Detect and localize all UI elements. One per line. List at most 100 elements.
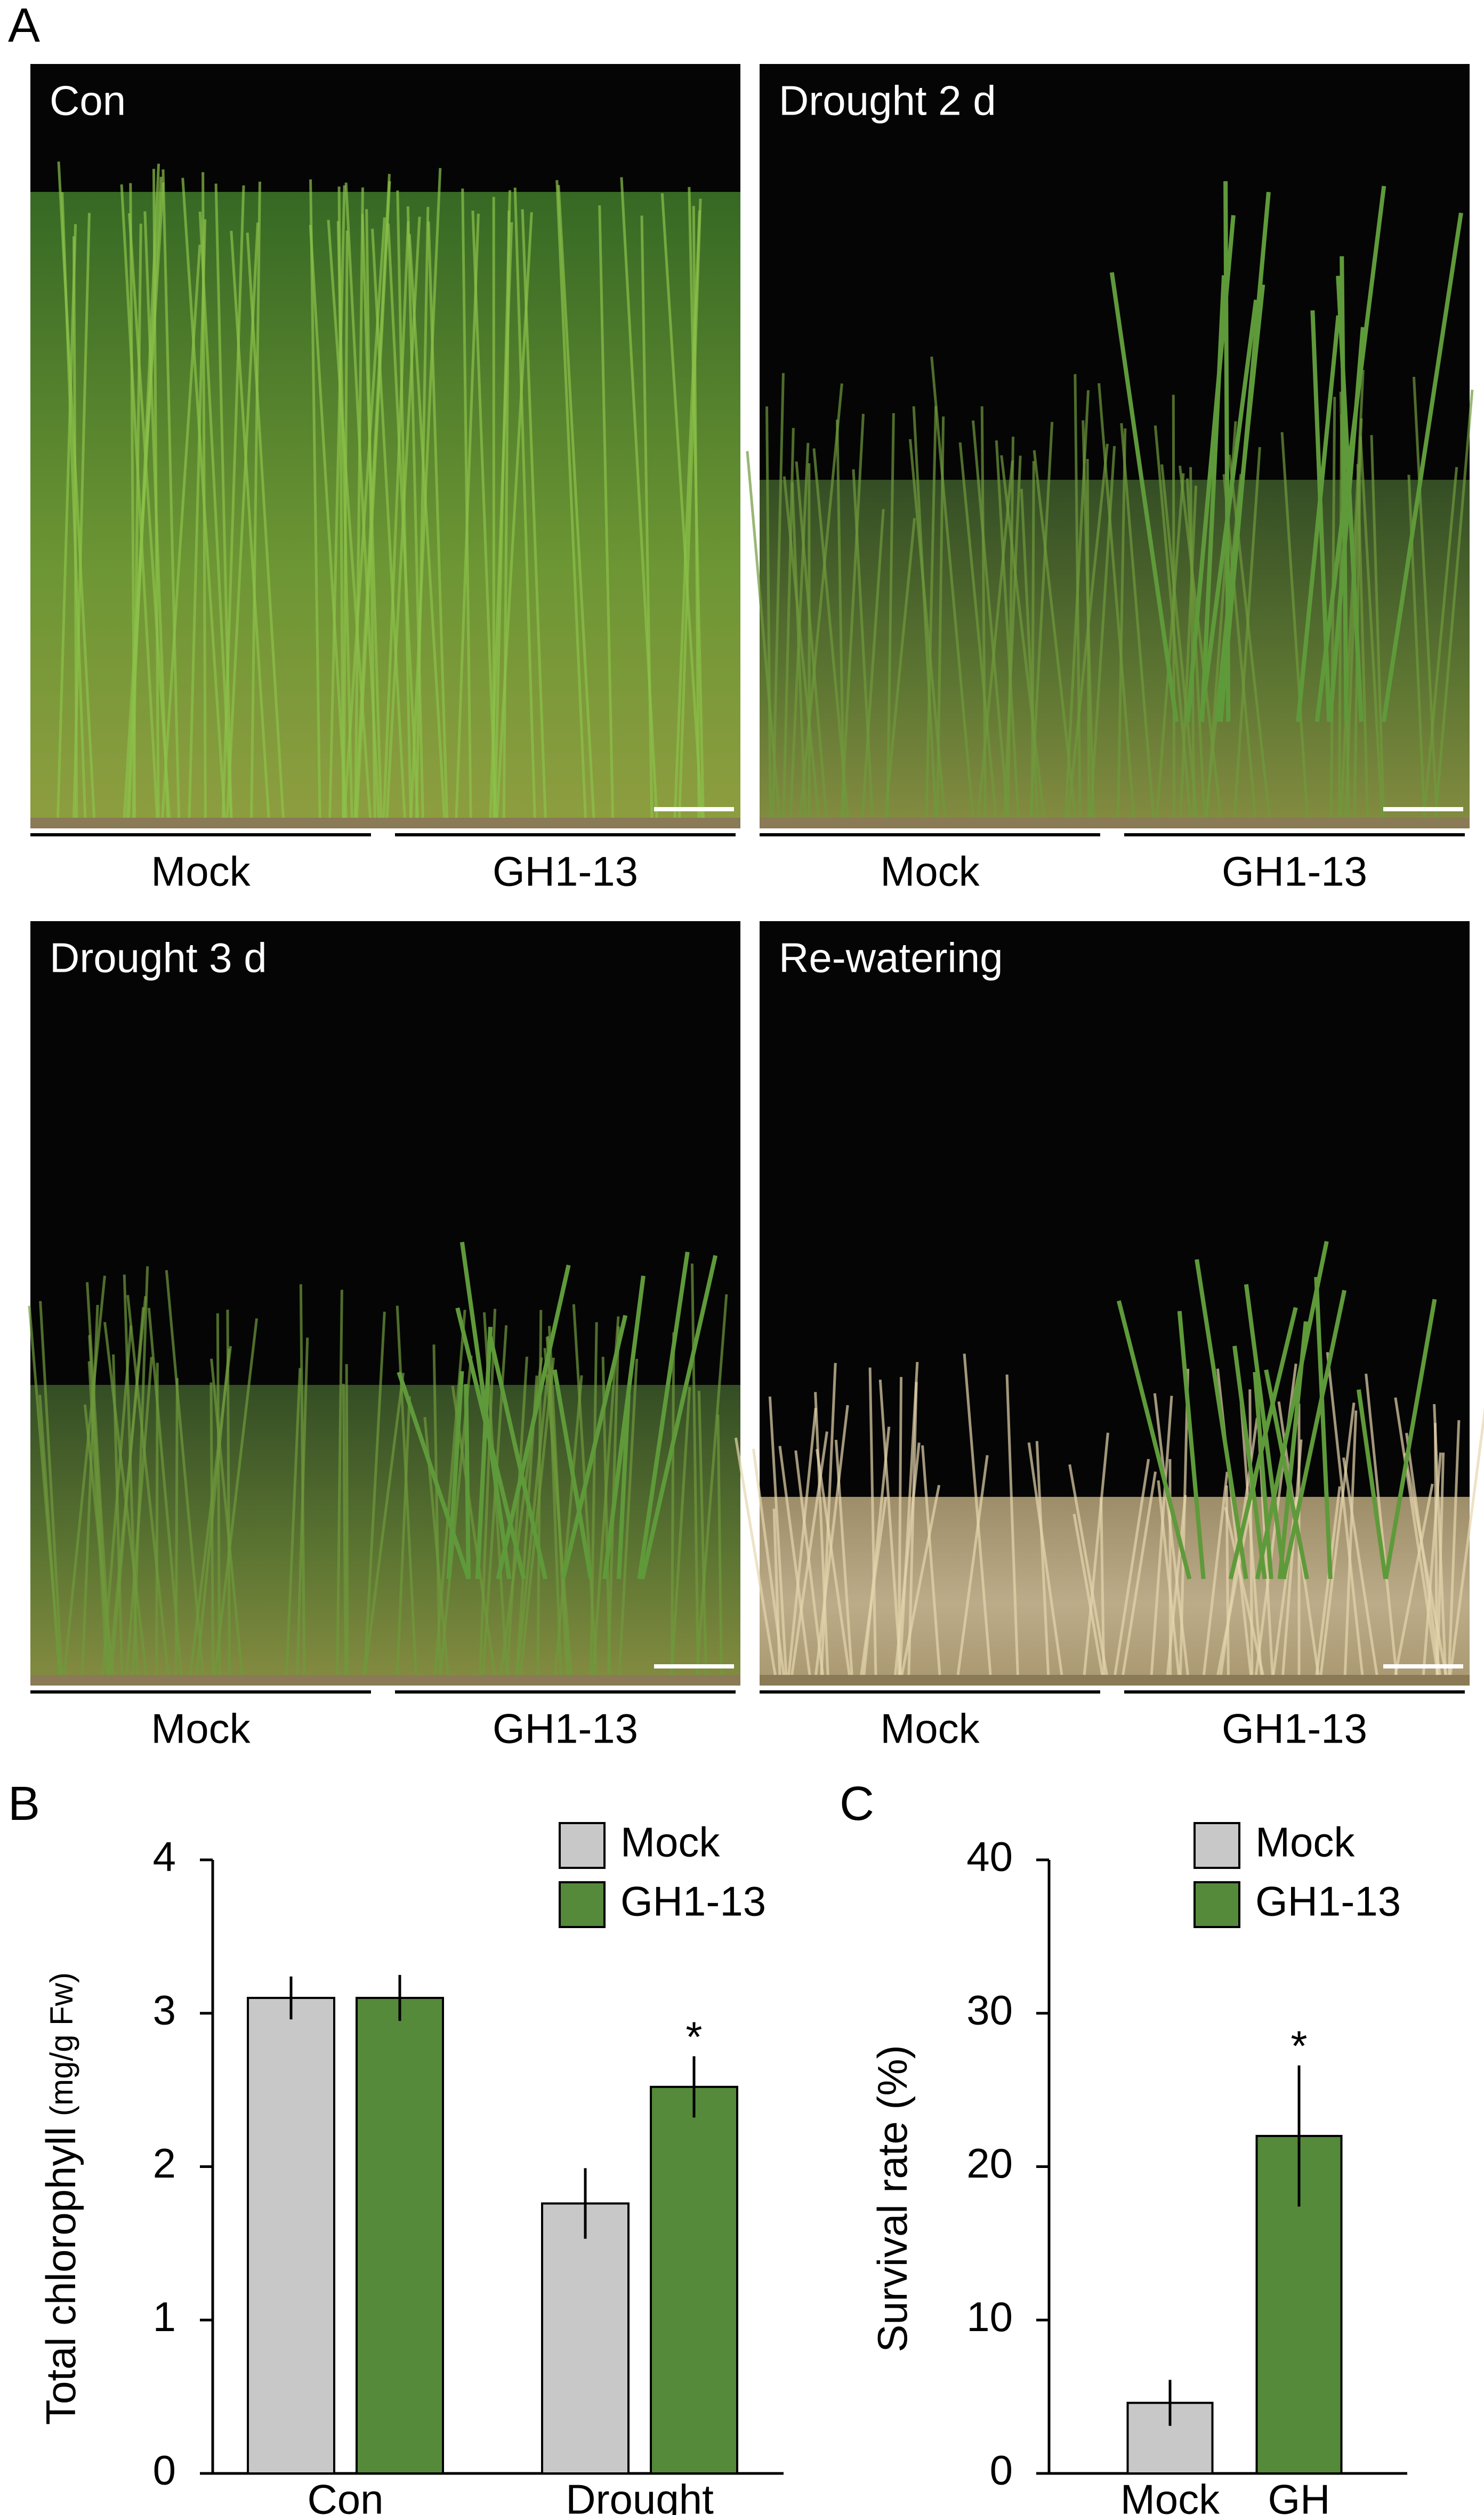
leaf (1100, 1497, 1106, 1675)
leaf (598, 205, 615, 818)
leaf (493, 190, 512, 818)
leaf (1122, 1471, 1157, 1675)
photo-title: Drought 3 d (50, 934, 267, 981)
leaf (181, 178, 227, 818)
leaf (795, 461, 828, 818)
leaf (406, 206, 424, 818)
leaf (1370, 435, 1385, 818)
leaf (1006, 437, 1015, 818)
leaf (1281, 1439, 1303, 1675)
leaf (557, 184, 595, 818)
leaf (1343, 1410, 1358, 1675)
leaf (28, 1305, 62, 1675)
leaf (637, 1251, 690, 1579)
leaf (1168, 1459, 1172, 1675)
panel-label: C (840, 1777, 874, 1831)
leaf (670, 1332, 675, 1675)
leaf (995, 440, 1020, 818)
leaf (125, 1357, 153, 1675)
x-tick-label: Mock (1120, 2476, 1220, 2515)
leaf (478, 1309, 497, 1675)
leaf (126, 1295, 170, 1675)
leaf (1027, 1442, 1063, 1675)
leaf (765, 406, 772, 818)
leaf (554, 1375, 583, 1675)
leaf (110, 1307, 145, 1675)
leaf (690, 1263, 700, 1675)
leaf (519, 1357, 555, 1675)
leaf (1342, 1457, 1378, 1675)
leaf (363, 1373, 405, 1675)
leaf (1319, 1402, 1356, 1675)
legend-swatch (559, 1881, 606, 1928)
bar (247, 1996, 335, 2475)
leaf (446, 1371, 464, 1579)
leaf (103, 1321, 148, 1675)
leaf (1394, 1484, 1434, 1675)
leaf (1356, 1389, 1388, 1579)
y-axis-label: Survival rate (%) (869, 2045, 916, 2352)
leaf (1098, 383, 1135, 818)
leaf (930, 356, 974, 818)
leaf (1296, 315, 1341, 722)
leaf (1089, 446, 1116, 818)
leaf (1277, 1321, 1308, 1579)
leaf (1160, 464, 1199, 818)
leaf (925, 406, 938, 818)
leaf (1405, 1432, 1441, 1675)
leaf (592, 1316, 620, 1675)
leaf (1280, 432, 1309, 818)
leaf (198, 211, 233, 818)
y-tick-label: 0 (153, 2447, 176, 2494)
leaf (977, 460, 1014, 818)
leaf (195, 1348, 231, 1675)
leaf (1178, 465, 1222, 818)
leaf (1198, 299, 1259, 722)
leaf (1381, 212, 1463, 722)
leaf (162, 169, 181, 818)
soil-tray (760, 1675, 1470, 1686)
leaf (1072, 1513, 1104, 1675)
leaf (488, 1336, 548, 1579)
leaf (640, 1255, 718, 1579)
leaf (963, 1353, 992, 1675)
leaf (836, 420, 845, 818)
leaf (1224, 1506, 1264, 1675)
leaf (956, 1455, 989, 1675)
leaf (1449, 1407, 1484, 1675)
leaf (143, 211, 170, 818)
leaf (958, 442, 998, 818)
leaf (336, 1289, 343, 1675)
leaf (343, 217, 386, 818)
leaf (396, 1396, 411, 1675)
leaf (433, 1310, 466, 1675)
photo-title: Drought 2 d (779, 77, 996, 124)
leaf (908, 439, 947, 818)
leaf (214, 183, 233, 818)
leaf (309, 224, 348, 818)
leaf (616, 1394, 631, 1579)
leaf (1005, 1374, 1019, 1675)
group-label: GH1-13 (493, 848, 638, 895)
leaf (1394, 1397, 1439, 1675)
leaf (165, 1270, 205, 1675)
x-tick-label: Drought (566, 2476, 714, 2515)
leaf (1264, 1369, 1309, 1579)
leaf (1233, 447, 1261, 818)
group-label: Mock (151, 1705, 251, 1752)
leaf (1003, 455, 1022, 818)
significance-mark: * (685, 2013, 702, 2060)
leaf (328, 185, 346, 818)
soil-tray (30, 818, 740, 828)
leaf (1020, 489, 1039, 818)
leaf (1326, 1352, 1364, 1675)
leaf (461, 188, 472, 818)
leaf (1068, 1464, 1108, 1675)
leaf (1117, 428, 1127, 818)
leaf (1253, 1372, 1273, 1579)
leaf (496, 1264, 571, 1579)
leaf (1114, 1458, 1150, 1675)
leaf (1177, 1311, 1206, 1579)
leaf (382, 221, 410, 818)
